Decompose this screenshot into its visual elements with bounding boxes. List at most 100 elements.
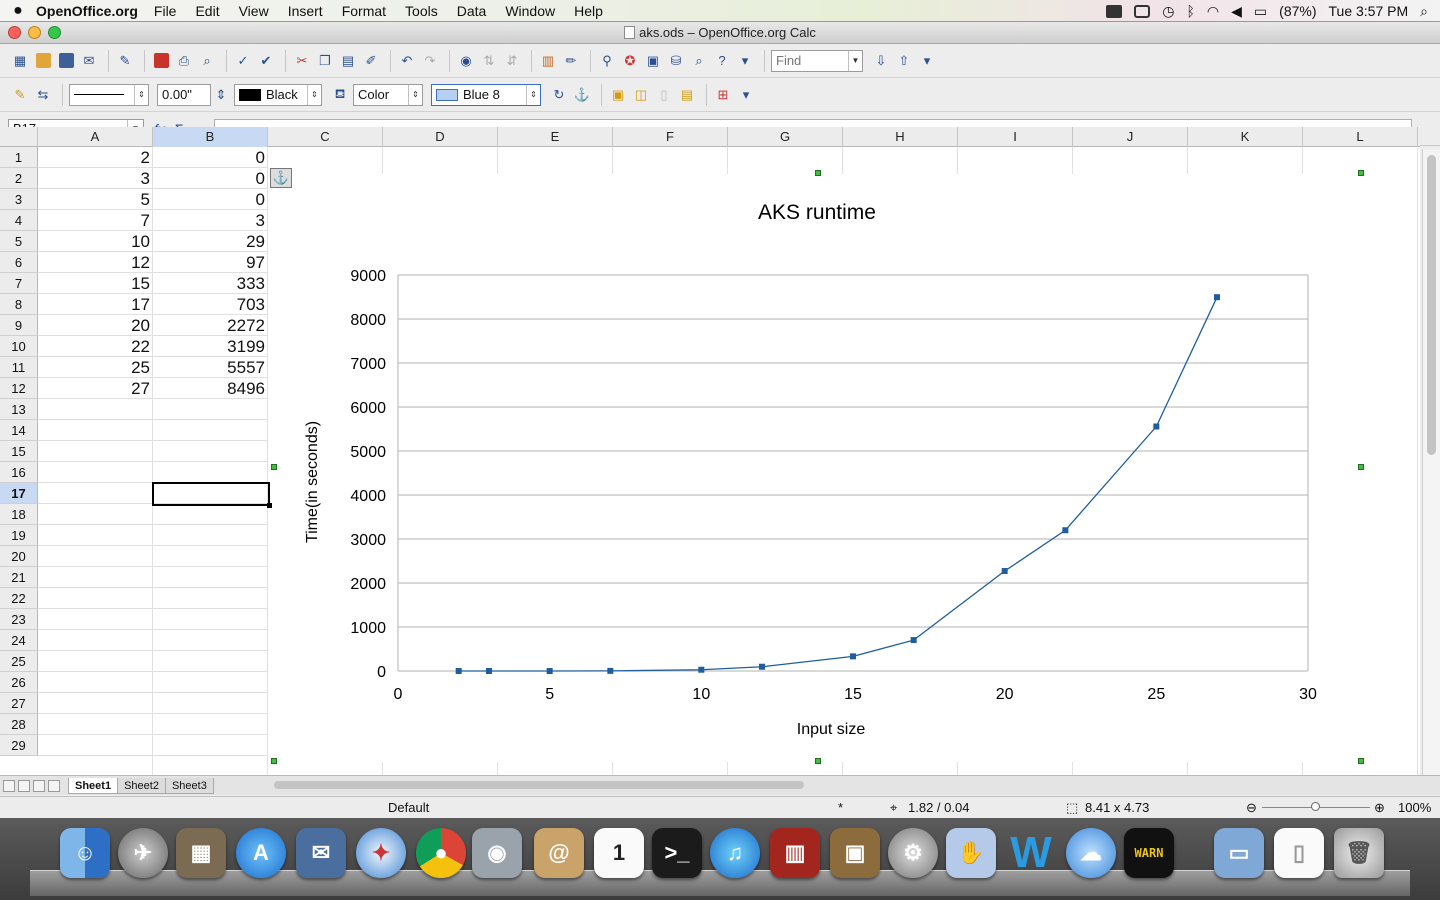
sort-ascending-icon[interactable]: ⇅	[483, 52, 495, 68]
launchpad-icon[interactable]: ✈	[118, 828, 168, 878]
row-header-10[interactable]: 10	[0, 336, 38, 357]
menu-tools[interactable]: Tools	[405, 2, 438, 19]
column-header-e[interactable]: E	[498, 127, 613, 147]
selected-cell-b17[interactable]	[152, 482, 270, 506]
zoom-level[interactable]: 100%	[1398, 800, 1432, 815]
find-replace-icon[interactable]: ⚲	[602, 52, 612, 68]
vertical-scrollbar[interactable]	[1422, 149, 1440, 775]
column-header-c[interactable]: C	[268, 127, 383, 147]
fill-handle[interactable]	[267, 503, 272, 508]
chart-anchor-icon[interactable]: ⚓	[270, 168, 292, 188]
sheet-tab-3[interactable]: Sheet3	[164, 777, 214, 794]
row-header-15[interactable]: 15	[0, 441, 38, 462]
cell-b22[interactable]	[153, 588, 268, 609]
photo-booth-icon[interactable]: ▥	[770, 828, 820, 878]
trash-icon[interactable]: 🗑	[1334, 828, 1384, 878]
cell-a15[interactable]	[38, 441, 153, 462]
row-header-1[interactable]: 1	[0, 147, 38, 168]
row-header-3[interactable]: 3	[0, 189, 38, 210]
menu-view[interactable]: View	[238, 2, 269, 19]
chart-handle-right[interactable]	[1358, 464, 1364, 470]
open-icon[interactable]	[33, 51, 53, 71]
row-header-5[interactable]: 5	[0, 231, 38, 252]
cell-a8[interactable]: 17	[38, 294, 153, 315]
hyperlink-icon[interactable]: ◉	[460, 52, 472, 68]
minimize-window-button[interactable]	[28, 26, 41, 39]
cell-b4[interactable]: 3	[153, 210, 268, 231]
cell-b2[interactable]: 0	[153, 168, 268, 189]
edit-file-icon[interactable]: ✎	[119, 52, 131, 68]
folder-status-icon[interactable]	[1106, 4, 1123, 18]
menu-edit[interactable]: Edit	[195, 2, 220, 19]
cell-b29[interactable]	[153, 735, 268, 756]
copy-icon[interactable]: ❐	[319, 52, 331, 68]
show-draw-functions-icon[interactable]: ✏	[565, 52, 577, 68]
terminal-icon[interactable]: >_	[652, 828, 702, 878]
cell-a25[interactable]	[38, 651, 153, 672]
documents-stack-icon[interactable]: ▯	[1274, 828, 1324, 878]
cell-a3[interactable]: 5	[38, 189, 153, 210]
mail-icon[interactable]: ✉	[296, 828, 346, 878]
column-header-l[interactable]: L	[1303, 127, 1418, 147]
column-header-d[interactable]: D	[383, 127, 498, 147]
print-icon[interactable]: ⎙	[178, 52, 190, 68]
alignment-icon[interactable]: ⊞	[717, 86, 729, 102]
address-book-icon[interactable]: @	[534, 828, 584, 878]
cell-a1[interactable]: 2	[38, 147, 153, 168]
window-status-icon[interactable]	[1134, 4, 1151, 18]
cell-b3[interactable]: 0	[153, 189, 268, 210]
cell-a14[interactable]	[38, 420, 153, 441]
cell-a4[interactable]: 7	[38, 210, 153, 231]
drawing-toolbar-overflow-icon[interactable]: ▾	[742, 86, 750, 102]
arrow-style-icon[interactable]: ⇆	[37, 86, 49, 102]
system-preferences-icon[interactable]: ⚙	[888, 828, 938, 878]
column-header-h[interactable]: H	[843, 127, 958, 147]
clock[interactable]: Tue 3:57 PM	[1328, 3, 1409, 19]
time-machine-icon[interactable]: ◷	[1162, 2, 1175, 19]
column-header-b[interactable]: B	[153, 127, 268, 147]
cell-a29[interactable]	[38, 735, 153, 756]
horizontal-scroll-thumb[interactable]	[274, 781, 804, 789]
cell-a2[interactable]: 3	[38, 168, 153, 189]
redo-icon[interactable]: ↷	[424, 52, 436, 68]
bluetooth-icon[interactable]: ᛒ	[1186, 3, 1195, 19]
cell-b20[interactable]	[153, 546, 268, 567]
sort-descending-icon[interactable]: ⇵	[506, 52, 518, 68]
row-header-2[interactable]: 2	[0, 168, 38, 189]
area-style-select[interactable]: Color ⇕	[353, 83, 423, 106]
rotate-icon[interactable]: ↻	[553, 86, 565, 102]
row-header-26[interactable]: 26	[0, 672, 38, 693]
cell-b19[interactable]	[153, 525, 268, 546]
to-background-icon[interactable]: ▯	[660, 86, 668, 102]
cell-b7[interactable]: 333	[153, 273, 268, 294]
bring-to-front-icon[interactable]: ▣	[611, 86, 625, 102]
cell-b9[interactable]: 2272	[153, 315, 268, 336]
column-header-a[interactable]: A	[38, 127, 153, 147]
cell-a7[interactable]: 15	[38, 273, 153, 294]
cell-a28[interactable]	[38, 714, 153, 735]
line-icon[interactable]: ✎	[14, 86, 26, 102]
cell-a20[interactable]	[38, 546, 153, 567]
finder-icon[interactable]: ☺	[60, 828, 110, 878]
cell-b6[interactable]: 97	[153, 252, 268, 273]
column-header-f[interactable]: F	[613, 127, 728, 147]
row-header-18[interactable]: 18	[0, 504, 38, 525]
row-header-27[interactable]: 27	[0, 693, 38, 714]
word-icon[interactable]: W	[1010, 828, 1052, 877]
menu-help[interactable]: Help	[574, 2, 603, 19]
line-style-dropdown-icon[interactable]: ⇕	[134, 84, 148, 105]
app-store-icon[interactable]: A	[236, 828, 286, 878]
column-header-i[interactable]: I	[958, 127, 1073, 147]
cell-a12[interactable]: 27	[38, 378, 153, 399]
horizontal-scrollbar[interactable]	[272, 781, 1418, 790]
cell-a22[interactable]	[38, 588, 153, 609]
cell-b8[interactable]: 703	[153, 294, 268, 315]
page-style[interactable]: Default	[388, 800, 430, 815]
itunes-icon[interactable]: ♫	[710, 828, 760, 878]
cut-icon[interactable]: ✂	[296, 52, 308, 68]
cell-b12[interactable]: 8496	[153, 378, 268, 399]
cell-a21[interactable]	[38, 567, 153, 588]
cell-a19[interactable]	[38, 525, 153, 546]
row-header-20[interactable]: 20	[0, 546, 38, 567]
findbar-overflow-icon[interactable]: ▾	[923, 52, 931, 68]
